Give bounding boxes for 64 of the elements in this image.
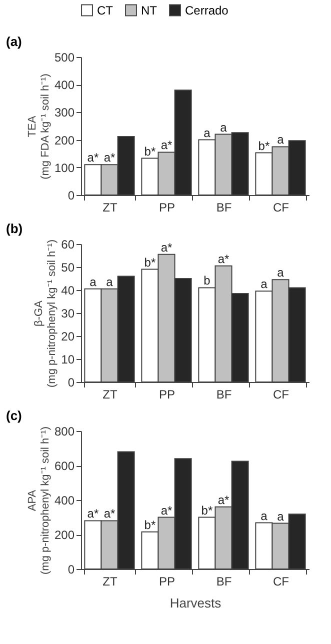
y-axis-title: β-GA (mg p-nitrophenyl kg⁻¹ soil h⁻¹) (33, 240, 58, 388)
y-axis-title: APA (mg p-nitrophenyl kg⁻¹ soil h⁻¹) (26, 426, 52, 574)
data-label: b* (258, 138, 270, 153)
y-tick-label: 60 (61, 238, 75, 252)
x-tick-label: PP (158, 574, 176, 588)
x-tick-label: PP (158, 388, 176, 402)
data-label: a* (218, 492, 230, 507)
data-label: b* (201, 503, 213, 518)
data-label: a (277, 132, 284, 147)
x-tick-label: ZT (102, 574, 118, 588)
y-axis-title: TEA (mg FDA kg⁻¹ soil h⁻¹) (26, 74, 52, 180)
data-label: a (277, 266, 284, 280)
data-label: b* (144, 518, 156, 532)
data-label: a (90, 274, 97, 289)
data-label: a* (104, 506, 116, 521)
y-tick-label: 600 (54, 459, 75, 473)
data-label: a* (87, 150, 99, 165)
data-label: b* (144, 144, 156, 158)
x-tick-label: CF (273, 200, 289, 214)
data-label: a* (160, 240, 172, 254)
chart-title: (c) (6, 408, 22, 423)
chart-title: (a) (6, 34, 22, 49)
data-label: a* (87, 506, 99, 521)
legend-label: NT (141, 3, 158, 18)
x-tick-label: BF (216, 574, 232, 588)
x-tick-label: BF (216, 388, 232, 402)
y-tick-label: 50 (61, 260, 75, 274)
y-tick-label: 20 (61, 330, 75, 344)
y-tick-label: 30 (61, 306, 75, 320)
chart-title: (b) (6, 221, 23, 236)
y-tick-label: 100 (54, 160, 75, 175)
y-tick-label: 200 (54, 528, 75, 542)
x-axis-title: Harvests (170, 596, 222, 610)
y-tick-label: 0 (68, 188, 75, 202)
x-tick-label: CF (273, 574, 289, 588)
data-label: b* (144, 255, 156, 270)
data-label: a* (160, 138, 172, 152)
data-label: a* (160, 503, 172, 518)
x-tick-label: CF (273, 388, 289, 402)
data-label: a (204, 126, 211, 140)
x-tick-label: BF (216, 200, 232, 214)
x-tick-label: PP (158, 200, 176, 214)
x-tick-label: ZT (102, 200, 118, 214)
y-tick-label: 400 (54, 78, 75, 92)
data-label: a (260, 508, 268, 523)
legend-label: Cerrado (185, 3, 229, 18)
data-label: a* (104, 150, 116, 165)
y-tick-label: 400 (54, 494, 75, 508)
data-label: b (204, 274, 211, 288)
data-label: a (277, 509, 284, 524)
y-tick-label: 40 (61, 284, 75, 298)
y-tick-label: 800 (54, 424, 75, 438)
data-label: a (220, 120, 228, 134)
y-tick-label: 0 (68, 376, 75, 390)
data-label: a* (218, 252, 230, 266)
x-tick-label: ZT (102, 388, 118, 402)
y-tick-label: 200 (54, 133, 75, 148)
data-label: a (106, 274, 114, 289)
y-tick-label: 0 (68, 562, 75, 576)
y-tick-label: 300 (54, 106, 75, 120)
y-tick-label: 10 (61, 352, 75, 366)
y-tick-label: 500 (54, 50, 75, 64)
data-label: a (260, 277, 268, 292)
legend-label: CT (97, 3, 114, 18)
